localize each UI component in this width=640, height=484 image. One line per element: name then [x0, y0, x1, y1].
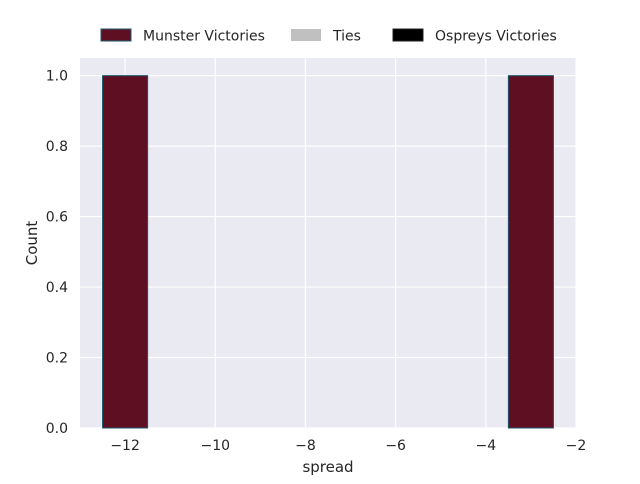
y-tick-label: 0.2	[46, 351, 68, 367]
plot-area	[80, 58, 576, 428]
legend-item: Ospreys Victories	[392, 28, 557, 45]
bars	[102, 75, 554, 429]
x-tick-label: −8	[295, 438, 316, 454]
x-tick-label: −2	[566, 438, 587, 454]
y-tick-label: 0.8	[46, 139, 68, 155]
legend-label: Ties	[332, 29, 361, 45]
x-tick-label: −12	[110, 438, 140, 454]
histogram-bar	[507, 75, 554, 429]
x-axis-label: spread	[302, 458, 353, 476]
legend-label: Munster Victories	[143, 29, 265, 45]
legend-swatch	[100, 28, 132, 42]
legend-swatch	[291, 29, 321, 41]
grid-lines	[80, 58, 577, 429]
axis-ticks: −12 −10 −8 −6 −4 −2 0.0 0.2 0.4 0.6 0.8 1.0	[46, 69, 587, 454]
y-tick-label: 0.0	[46, 421, 68, 437]
legend: Munster Victories Ties Ospreys Victories	[100, 28, 557, 45]
y-tick-label: 0.6	[46, 210, 68, 226]
legend-item: Munster Victories	[100, 28, 265, 45]
x-tick-label: −10	[200, 438, 230, 454]
legend-swatch	[392, 28, 424, 42]
y-tick-label: 0.4	[46, 280, 68, 296]
x-tick-label: −6	[385, 438, 406, 454]
histogram-bar	[102, 75, 149, 429]
y-axis-label: Count	[23, 221, 41, 266]
legend-item: Ties	[291, 29, 361, 45]
legend-label: Ospreys Victories	[435, 29, 557, 45]
x-tick-label: −4	[475, 438, 496, 454]
y-tick-label: 1.0	[46, 69, 68, 85]
